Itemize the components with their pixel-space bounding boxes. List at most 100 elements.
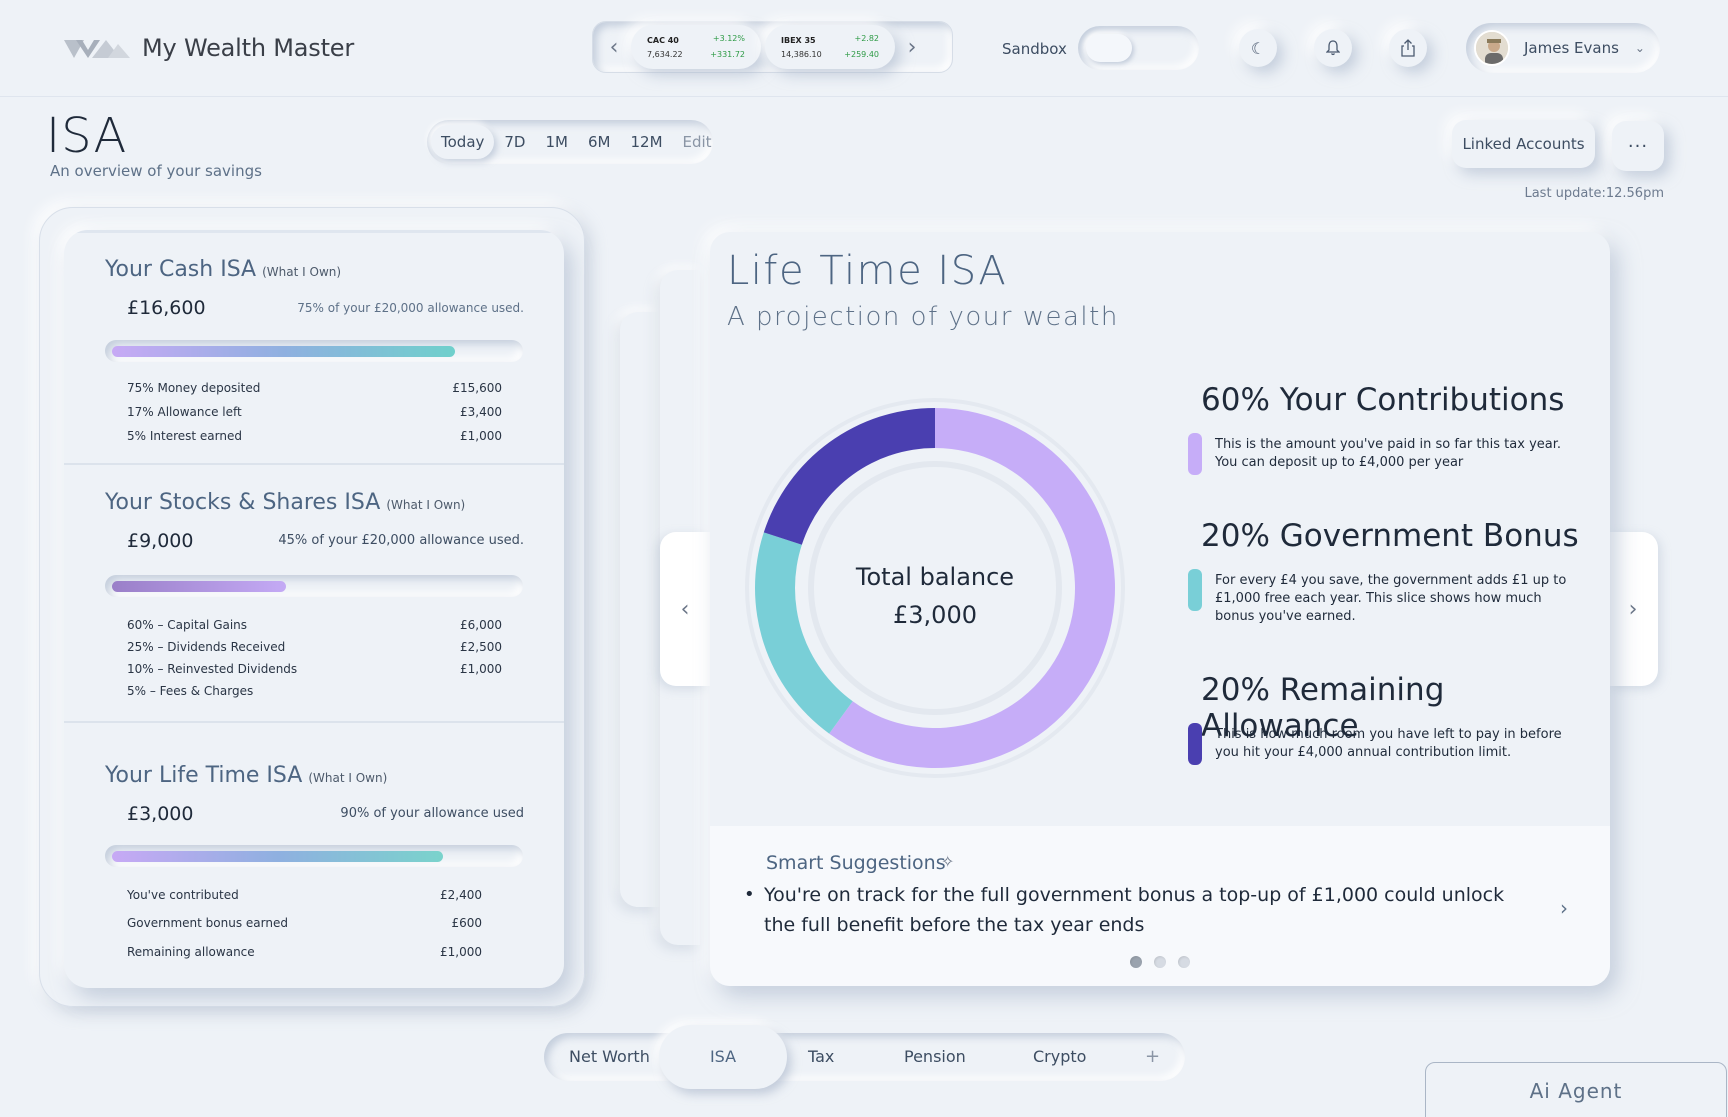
tab-isa[interactable]: ISA [659, 1025, 787, 1089]
list-item: 60% – Capital Gains £6,000 [127, 618, 502, 632]
donut-chart: Total balance £3,000 [735, 388, 1135, 788]
ticker-card-ibex35[interactable]: IBEX 35 14,386.10 +2.82 +259.40 [765, 25, 895, 69]
donut-hole-rim [808, 461, 1062, 715]
chevron-right-icon: › [1560, 896, 1568, 920]
tab-pension[interactable]: Pension [904, 1047, 966, 1066]
stocks-isa-progress [105, 575, 523, 597]
linked-accounts-button[interactable]: Linked Accounts [1452, 120, 1595, 168]
suggestions-title: Smart Suggestions [766, 852, 946, 874]
pagination-dot[interactable] [1130, 956, 1142, 968]
bullet-icon: • [744, 884, 755, 905]
sparkle-icon: ✧ [941, 852, 955, 871]
isa-summary-card: Your Cash ISA (What I Own) £16,600 75% of… [64, 230, 564, 988]
user-name: James Evans [1524, 39, 1619, 57]
isa-title-text: Your Life Time ISA [105, 763, 303, 788]
legend-swatch [1188, 723, 1202, 765]
legend-remaining-allowance: 20% Remaining Allowance This is how much… [1188, 672, 1581, 765]
tab-tax[interactable]: Tax [808, 1047, 835, 1066]
list-item: Remaining allowance £1,000 [127, 945, 482, 959]
list-item: 5% Interest earned £1,000 [127, 429, 502, 443]
legend-swatch [1188, 569, 1202, 611]
ticker-name: CAC 40 [647, 36, 679, 45]
legend-heading: 20% Government Bonus [1201, 518, 1579, 554]
chevron-down-icon: ⌄ [1634, 41, 1645, 55]
donut-segment-remaining-allowance[interactable] [763, 408, 935, 545]
pagination-dot[interactable] [1178, 956, 1190, 968]
time-range-selector: Today 7D 1M 6M 12M Edit [427, 120, 713, 164]
sandbox-toggle[interactable] [1078, 26, 1199, 70]
donut-segment-government-bonus[interactable] [755, 532, 853, 734]
brand-logo-icon [64, 40, 130, 58]
tab-net-worth[interactable]: Net Worth [569, 1047, 650, 1066]
stocks-isa-title: Your Stocks & Shares ISA (What I Own) [105, 490, 465, 515]
tab-crypto[interactable]: Crypto [1033, 1047, 1087, 1066]
isa-summary-panel: Your Cash ISA (What I Own) £16,600 75% of… [39, 207, 585, 1007]
cash-isa-section[interactable]: Your Cash ISA (What I Own) £16,600 75% of… [64, 230, 564, 463]
carousel-prev-button[interactable]: ‹ [660, 532, 710, 686]
ticker-percent: +3.12% [712, 34, 745, 43]
isa-title-text: Your Stocks & Shares ISA [105, 490, 381, 515]
market-ticker: ‹ CAC 40 7,634.22 +3.12% +331.72 IBEX 35… [592, 21, 953, 73]
ticker-next-button[interactable]: › [907, 34, 917, 60]
legend-swatch [1188, 433, 1202, 475]
range-12m[interactable]: 12M [630, 133, 663, 151]
next-suggestion-button[interactable]: › [1560, 896, 1568, 920]
range-today[interactable]: Today [431, 125, 495, 159]
bell-icon [1326, 40, 1340, 56]
range-1m[interactable]: 1M [545, 133, 568, 151]
avatar [1474, 30, 1510, 66]
bottom-nav: Net Worth ISA Tax Pension Crypto + [544, 1025, 1185, 1089]
ai-agent-button[interactable]: Ai Agent [1425, 1062, 1727, 1117]
ticker-change: +331.72 [710, 50, 745, 59]
lifetime-isa-section[interactable]: Your Life Time ISA (What I Own) £3,000 90… [64, 721, 564, 988]
toggle-knob [1086, 34, 1132, 62]
more-options-button[interactable]: ··· [1612, 121, 1664, 171]
page-subtitle: An overview of your savings [50, 162, 262, 180]
donut-hole [811, 464, 1059, 712]
stocks-isa-note: 45% of your £20,000 allowance used. [278, 533, 524, 548]
carousel-next-button[interactable]: › [1608, 532, 1658, 686]
dark-mode-button[interactable]: ☾ [1239, 29, 1277, 67]
list-item: Government bonus earned £600 [127, 916, 482, 930]
suggestion-text: You're on track for the full government … [764, 884, 1505, 936]
legend-government-bonus: 20% Government Bonus For every £4 you sa… [1188, 518, 1581, 624]
legend-description: For every £4 you save, the government ad… [1215, 573, 1567, 624]
card-subtitle: A projection of your wealth [727, 302, 1119, 332]
total-balance-label: Total balance [855, 563, 1015, 591]
total-balance-value: £3,000 [893, 601, 977, 629]
pagination-dot[interactable] [1154, 956, 1166, 968]
legend-contributions: 60% Your Contributions This is the amoun… [1188, 382, 1581, 475]
lifetime-isa-note: 90% of your allowance used [340, 806, 524, 821]
moon-icon: ☾ [1250, 38, 1266, 58]
share-icon [1401, 39, 1415, 57]
page-title: ISA [46, 108, 128, 164]
brand[interactable]: My Wealth Master [64, 34, 354, 62]
add-tab-button[interactable]: + [1145, 1046, 1161, 1067]
legend-description: This is how much room you have left to p… [1215, 727, 1562, 760]
notifications-button[interactable] [1314, 29, 1352, 67]
user-menu[interactable]: James Evans ⌄ [1466, 23, 1660, 73]
suggestion-pagination [1130, 956, 1190, 968]
range-7d[interactable]: 7D [504, 133, 526, 151]
isa-title-text: Your Cash ISA [105, 257, 257, 282]
last-update: Last update:12.56pm [1524, 186, 1664, 201]
progress-fill [112, 851, 443, 862]
list-item: 17% Allowance left £3,400 [127, 405, 502, 419]
ticker-price: 7,634.22 [647, 50, 683, 59]
ticker-name: IBEX 35 [781, 36, 816, 45]
top-bar: My Wealth Master ‹ CAC 40 7,634.22 +3.12… [0, 0, 1728, 97]
cash-isa-progress [105, 340, 523, 362]
list-item: 5% – Fees & Charges [127, 684, 254, 698]
ticker-card-cac40[interactable]: CAC 40 7,634.22 +3.12% +331.72 [631, 25, 761, 69]
chevron-right-icon: › [1628, 596, 1638, 622]
legend-heading: 20% Remaining Allowance [1201, 672, 1445, 744]
range-edit[interactable]: Edit [682, 133, 712, 151]
cash-isa-note: 75% of your £20,000 allowance used. [297, 301, 524, 315]
share-button[interactable] [1389, 29, 1427, 67]
range-6m[interactable]: 6M [587, 133, 611, 151]
ticker-prev-button[interactable]: ‹ [609, 34, 619, 60]
stocks-isa-section[interactable]: Your Stocks & Shares ISA (What I Own) £9,… [64, 463, 564, 721]
donut-segments [755, 408, 1115, 768]
donut-segment-contributions[interactable] [829, 408, 1115, 768]
list-item: You've contributed £2,400 [127, 888, 482, 902]
